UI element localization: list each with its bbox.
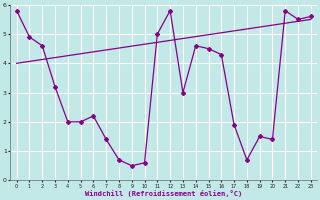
X-axis label: Windchill (Refroidissement éolien,°C): Windchill (Refroidissement éolien,°C) [85, 190, 242, 197]
